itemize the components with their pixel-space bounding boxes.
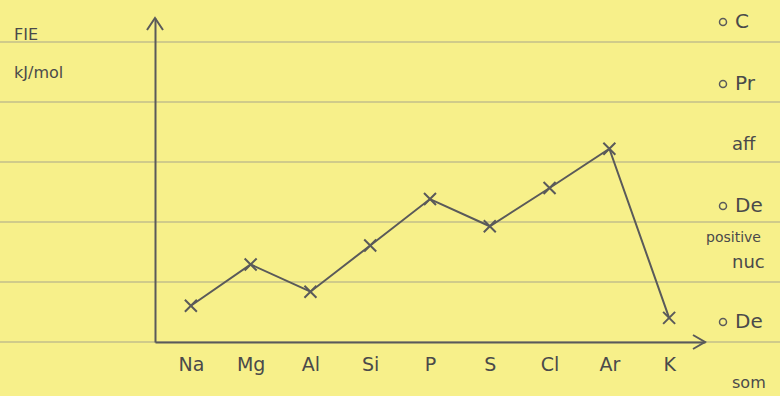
ruled-line [0, 222, 780, 223]
annotation: De [735, 309, 763, 333]
note-bullet [720, 319, 727, 326]
note-bullet [720, 203, 727, 210]
note-bullet [720, 19, 727, 26]
y-axis-title: FIE [14, 25, 38, 44]
data-point [484, 220, 496, 232]
x-tick-label: Ar [599, 353, 620, 375]
ruled-line [0, 162, 780, 163]
x-arrow [693, 335, 705, 349]
x-tick: Mg [237, 342, 265, 375]
x-tick: Ar [599, 342, 620, 375]
data-point [603, 143, 615, 155]
annotation: Pr [735, 71, 756, 95]
x-tick: K [663, 342, 676, 375]
x-tick-label: P [425, 353, 436, 375]
plot-area [185, 143, 675, 324]
annotation: C [735, 9, 749, 33]
ruled-line [0, 282, 780, 283]
data-point [663, 312, 675, 324]
annotation: positive [706, 229, 761, 245]
note-bullet [720, 81, 727, 88]
data-point [364, 239, 376, 251]
y-label: FIE kJ/mol [14, 25, 63, 82]
y-axis-title: kJ/mol [14, 63, 63, 82]
x-tick-label: Cl [541, 353, 560, 375]
x-tick: Si [362, 342, 379, 375]
x-tick: Al [302, 342, 320, 375]
annotation: De [735, 193, 763, 217]
x-tick-label: Al [302, 353, 320, 375]
x-axis-line [156, 342, 706, 344]
annotation: som [732, 373, 766, 392]
x-axis: Na Mg Al Si P S Cl Ar K [156, 342, 706, 375]
x-tick-label: Si [362, 353, 379, 375]
y-axis-line [155, 19, 157, 343]
annotation: aff [732, 133, 756, 154]
ruled-line [0, 102, 780, 103]
x-tick: S [484, 342, 496, 375]
data-point [304, 286, 316, 298]
annotation: nuc [732, 251, 765, 272]
y-axis [155, 19, 156, 343]
data-point [544, 182, 556, 194]
data-line [191, 149, 669, 318]
ruled-lines [0, 42, 780, 342]
x-tick-label: Mg [237, 353, 265, 375]
x-tick-label: S [484, 353, 496, 375]
data-point [424, 193, 436, 205]
x-tick-label: K [663, 353, 676, 375]
x-tick: P [425, 342, 436, 375]
x-tick: Na [178, 342, 204, 375]
data-point [185, 300, 197, 312]
x-tick-label: Na [178, 353, 204, 375]
ruled-line [0, 342, 780, 343]
axis-arrows [147, 18, 705, 349]
side-notes: C Pr aff De positive nuc De som [706, 9, 766, 392]
y-arrow [147, 18, 163, 30]
data-point [245, 258, 257, 270]
chart-root: Na Mg Al Si P S Cl Ar K FIE kJ/mol C Pr aff De positive… [0, 0, 780, 396]
ruled-line [0, 42, 780, 43]
x-tick: Cl [541, 342, 560, 375]
paper [0, 0, 780, 396]
